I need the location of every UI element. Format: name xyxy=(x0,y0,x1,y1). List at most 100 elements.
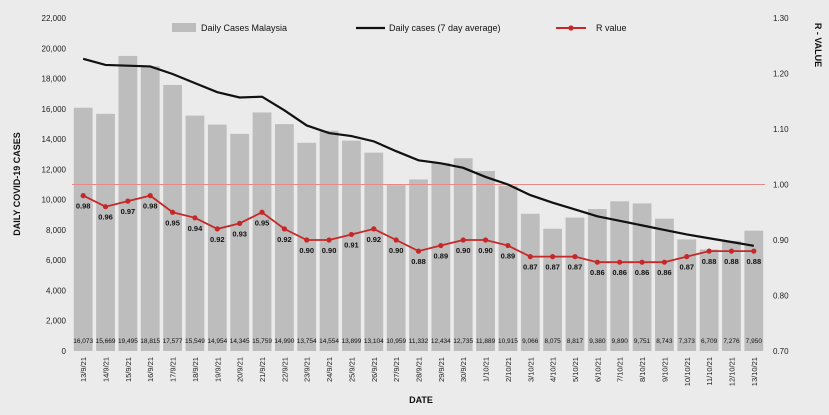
r-marker xyxy=(304,237,310,243)
bar xyxy=(230,133,250,351)
y2-tick-label: 1.10 xyxy=(773,125,789,134)
legend-r-marker xyxy=(568,25,574,31)
bar xyxy=(498,185,518,351)
y-tick-label: 22,000 xyxy=(42,14,67,23)
bar-value-label: 19,495 xyxy=(118,338,138,345)
r-value-label: 0.94 xyxy=(188,224,203,233)
x-axis-title: DATE xyxy=(409,395,433,405)
bar-value-label: 14,954 xyxy=(207,338,227,345)
bar xyxy=(185,115,205,351)
r-value-label: 0.93 xyxy=(232,229,247,238)
bar-value-label: 9,380 xyxy=(589,338,606,345)
bar-value-label: 14,554 xyxy=(319,338,339,345)
r-marker xyxy=(572,254,578,260)
r-value-label: 0.90 xyxy=(389,246,404,255)
r-value-label: 0.92 xyxy=(277,235,292,244)
bar-value-label: 12,434 xyxy=(431,338,451,345)
x-tick-label: 29/9/21 xyxy=(437,357,446,382)
bar xyxy=(431,162,451,351)
x-tick-label: 28/9/21 xyxy=(415,357,424,382)
bar xyxy=(342,140,361,351)
r-value-label: 0.95 xyxy=(165,218,180,227)
r-marker xyxy=(438,242,444,249)
bar-value-label: 15,669 xyxy=(96,338,116,345)
bar-value-label: 9,066 xyxy=(522,338,539,345)
x-tick-label: 5/10/21 xyxy=(571,357,580,382)
y2-tick-label: 0.80 xyxy=(773,292,789,301)
x-tick-label: 9/10/21 xyxy=(660,357,669,382)
bar xyxy=(677,239,697,351)
bar-value-label: 14,345 xyxy=(230,338,250,345)
r-value-label: 0.92 xyxy=(210,235,225,244)
bar-value-label: 13,899 xyxy=(341,338,361,345)
bar xyxy=(386,185,406,351)
legend-bar-label: Daily Cases Malaysia xyxy=(201,23,287,33)
r-marker xyxy=(147,193,153,199)
bar xyxy=(565,217,585,351)
x-tick-label: 1/10/21 xyxy=(482,357,491,382)
r-value-label: 0.87 xyxy=(523,263,538,272)
r-marker xyxy=(214,226,220,232)
y-tick-label: 2,000 xyxy=(46,317,67,326)
bar-value-label: 18,815 xyxy=(140,338,160,345)
bar xyxy=(207,124,227,351)
bar-value-label: 7,950 xyxy=(746,338,763,345)
x-tick-label: 13/9/21 xyxy=(79,357,88,382)
y-axis-right: 0.70 0.80 0.90 1.00 1.10 1.20 1.30 xyxy=(773,14,789,356)
r-marker xyxy=(259,209,265,215)
bar-value-label: 15,759 xyxy=(252,338,272,345)
x-tick-label: 16/9/21 xyxy=(146,357,155,382)
x-tick-label: 2/10/21 xyxy=(504,357,513,382)
r-marker xyxy=(617,259,623,265)
r-marker xyxy=(102,204,109,210)
r-value-label: 0.88 xyxy=(411,257,426,266)
y-tick-label: 16,000 xyxy=(42,105,67,114)
bar-value-label: 11,332 xyxy=(409,338,429,345)
bar xyxy=(297,142,317,351)
x-axis: 13/9/21 14/9/21 15/9/21 16/9/21 17/9/21 18/9/… xyxy=(79,357,759,386)
x-tick-label: 8/10/21 xyxy=(638,357,647,382)
x-tick-label: 3/10/21 xyxy=(526,357,535,382)
x-tick-label: 19/9/21 xyxy=(213,357,222,382)
y-tick-label: 6,000 xyxy=(46,256,67,265)
x-tick-label: 25/9/21 xyxy=(347,357,356,382)
legend-bar-swatch xyxy=(172,23,196,32)
r-marker xyxy=(505,242,511,249)
r-marker xyxy=(326,237,332,243)
r-marker xyxy=(482,237,489,243)
y2-tick-label: 0.90 xyxy=(773,236,789,245)
bar-value-label: 6,709 xyxy=(701,338,718,345)
r-value-label: 0.87 xyxy=(568,263,583,272)
bar-value-label: 8,075 xyxy=(544,338,561,345)
bar-value-label: 8,743 xyxy=(656,338,673,345)
bar xyxy=(453,158,473,351)
r-marker xyxy=(460,237,466,243)
r-value-label: 0.90 xyxy=(456,246,471,255)
r-value-label: 0.89 xyxy=(434,252,449,261)
r-marker xyxy=(371,226,377,232)
y2-axis-title: R - VALUE xyxy=(813,23,823,67)
r-marker xyxy=(237,220,243,226)
bar xyxy=(587,209,607,351)
bar-value-label: 11,889 xyxy=(476,338,496,345)
bar xyxy=(632,203,652,351)
y-tick-label: 14,000 xyxy=(42,135,67,144)
r-value-label: 0.98 xyxy=(143,202,158,211)
r-line-group xyxy=(80,193,757,265)
y-tick-label: 4,000 xyxy=(46,286,67,295)
bar-value-label: 12,735 xyxy=(453,338,473,345)
legend-avg-label: Daily cases (7 day average) xyxy=(389,23,501,33)
x-tick-label: 13/10/21 xyxy=(750,357,759,386)
bar xyxy=(699,249,719,351)
r-value-label: 0.95 xyxy=(255,218,270,227)
bar-value-label: 13,104 xyxy=(364,338,384,345)
r-marker xyxy=(192,215,198,221)
r-labels-group: 0.98 0.96 0.97 0.98 0.95 0.94 0.92 0.93 0.95 0.92… xyxy=(76,202,761,278)
bar xyxy=(610,201,630,351)
bar-value-label: 10,915 xyxy=(498,338,518,345)
bar-value-label: 16,073 xyxy=(73,338,93,345)
bar xyxy=(140,66,160,351)
bar-value-label: 10,959 xyxy=(386,338,406,345)
bar xyxy=(409,179,428,351)
avg-line-group xyxy=(82,57,755,247)
